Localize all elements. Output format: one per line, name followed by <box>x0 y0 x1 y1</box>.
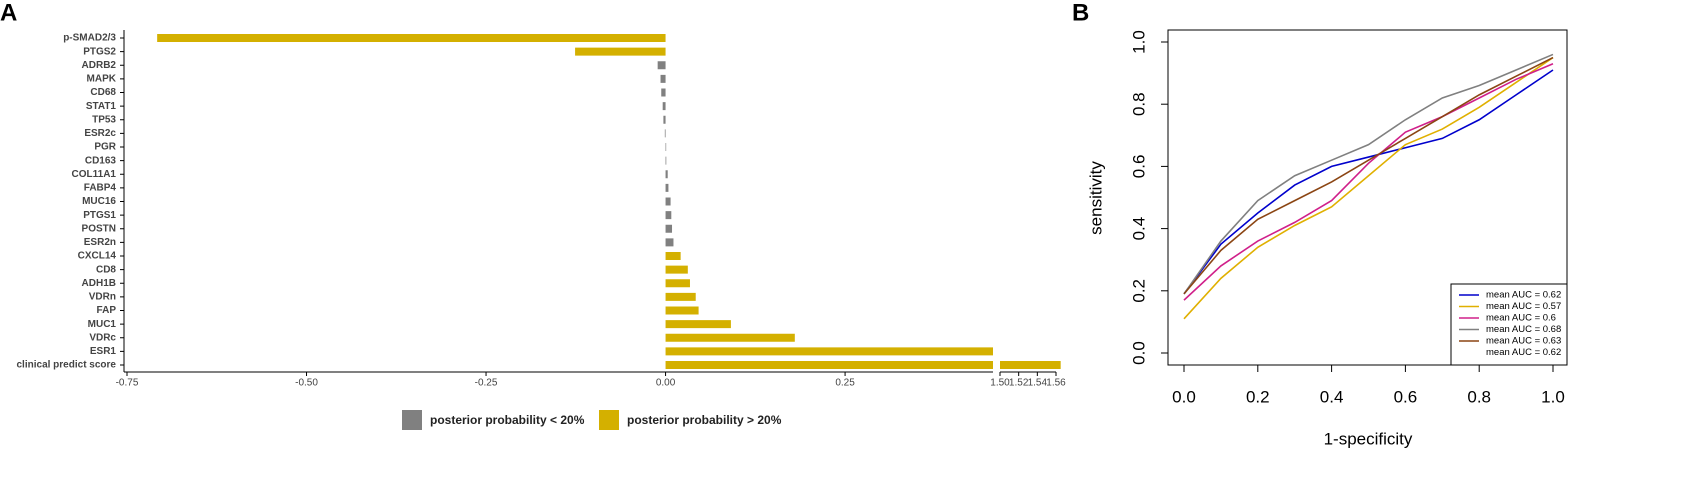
x-tick-label: -0.75 <box>116 378 139 389</box>
y-tick-label: ESR2n <box>84 237 116 248</box>
x-axis-label: 1-specificity <box>1324 429 1413 448</box>
series-line <box>1183 63 1554 301</box>
y-axis-label: sensitivity <box>1086 161 1105 235</box>
x-tick-label: 0.0 <box>1172 387 1196 406</box>
series-line <box>1183 56 1554 320</box>
y-tick-label: ADH1B <box>82 278 116 289</box>
bar <box>662 102 666 111</box>
bar <box>157 34 666 42</box>
y-tick-label: MAPK <box>87 74 117 85</box>
series-line <box>1183 69 1554 295</box>
y-tick-label: TP53 <box>92 114 116 125</box>
y-tick-label: FABP4 <box>84 183 117 194</box>
y-tick-label: 0.6 <box>1129 155 1148 179</box>
y-tick-label: COL11A1 <box>72 169 117 180</box>
x-tick-label: 0.6 <box>1394 387 1418 406</box>
x-tick-label: 0.25 <box>835 378 855 389</box>
y-tick-label: ADRB2 <box>82 60 117 71</box>
bar <box>665 320 731 329</box>
x-tick-label: -0.50 <box>295 378 318 389</box>
y-tick-label: 0.8 <box>1129 92 1148 116</box>
y-tick-label: CXCL14 <box>78 251 117 262</box>
legend-label: posterior probability > 20% <box>627 413 782 427</box>
legend-swatch <box>402 410 422 430</box>
panel-label: A <box>0 0 17 26</box>
plot-frame <box>1167 29 1568 366</box>
legend-label: mean AUC = 0.62 <box>1486 347 1561 358</box>
y-tick-label: VDRc <box>89 332 116 343</box>
legend-label: posterior probability < 20% <box>430 413 585 427</box>
x-tick-label: 1.54 <box>1028 378 1048 389</box>
bar <box>665 211 672 220</box>
bar <box>665 265 688 274</box>
x-tick-label: 0.00 <box>656 378 676 389</box>
y-tick-label: PGR <box>94 142 116 153</box>
legend-label: mean AUC = 0.68 <box>1486 324 1561 335</box>
bar <box>665 170 668 179</box>
series-line <box>1183 53 1554 295</box>
bar <box>665 252 681 260</box>
y-tick-label: PTGS1 <box>83 210 116 221</box>
legend-label: mean AUC = 0.63 <box>1486 336 1561 347</box>
bar <box>665 224 673 233</box>
x-tick-label: 0.4 <box>1320 387 1344 406</box>
bar <box>660 74 666 83</box>
y-tick-label: STAT1 <box>86 101 117 112</box>
bar-segment <box>1000 361 1061 369</box>
y-tick-label: clinical predict score <box>17 360 117 371</box>
bar <box>665 306 699 315</box>
bar <box>665 333 795 342</box>
legend-swatch <box>599 410 619 430</box>
y-tick-label: 1.0 <box>1129 30 1148 54</box>
bar <box>663 115 666 124</box>
y-tick-label: MUC1 <box>88 319 117 330</box>
bar <box>665 183 669 192</box>
y-tick-label: POSTN <box>82 223 116 234</box>
bar <box>665 292 696 301</box>
series-line <box>1183 56 1554 295</box>
bar <box>665 143 667 151</box>
bar <box>665 156 667 165</box>
bar <box>665 197 671 206</box>
bar <box>665 279 690 288</box>
bar <box>664 129 666 138</box>
bar <box>575 47 666 56</box>
x-tick-label: 0.8 <box>1467 387 1491 406</box>
legend-label: mean AUC = 0.57 <box>1486 301 1561 312</box>
y-tick-label: CD8 <box>96 264 116 275</box>
x-tick-label: 0.2 <box>1246 387 1270 406</box>
x-tick-label: 1.56 <box>1046 378 1066 389</box>
bar <box>661 88 666 97</box>
y-tick-label: ESR1 <box>90 346 117 357</box>
bar <box>665 238 674 247</box>
y-tick-label: FAP <box>97 305 117 316</box>
panel-label: B <box>1072 0 1089 26</box>
y-tick-label: p-SMAD2/3 <box>63 33 116 44</box>
y-tick-label: CD163 <box>85 155 117 166</box>
bar <box>657 61 666 70</box>
legend-box <box>1450 283 1568 366</box>
x-tick-label: -0.25 <box>475 378 498 389</box>
legend-label: mean AUC = 0.6 <box>1486 313 1556 324</box>
bar <box>665 347 993 356</box>
y-tick-label: VDRn <box>89 292 116 303</box>
y-tick-label: 0.0 <box>1129 341 1148 365</box>
y-tick-label: 0.4 <box>1129 217 1148 241</box>
y-tick-label: 0.2 <box>1129 279 1148 303</box>
x-tick-label: 1.52 <box>1009 378 1029 389</box>
y-tick-label: MUC16 <box>82 196 116 207</box>
y-tick-label: CD68 <box>90 87 116 98</box>
legend-label: mean AUC = 0.62 <box>1486 290 1561 301</box>
x-tick-label: 1.50 <box>990 378 1010 389</box>
y-tick-label: ESR2c <box>84 128 116 139</box>
y-tick-label: PTGS2 <box>83 46 116 57</box>
x-tick-label: 1.0 <box>1541 387 1565 406</box>
bar <box>665 361 993 369</box>
